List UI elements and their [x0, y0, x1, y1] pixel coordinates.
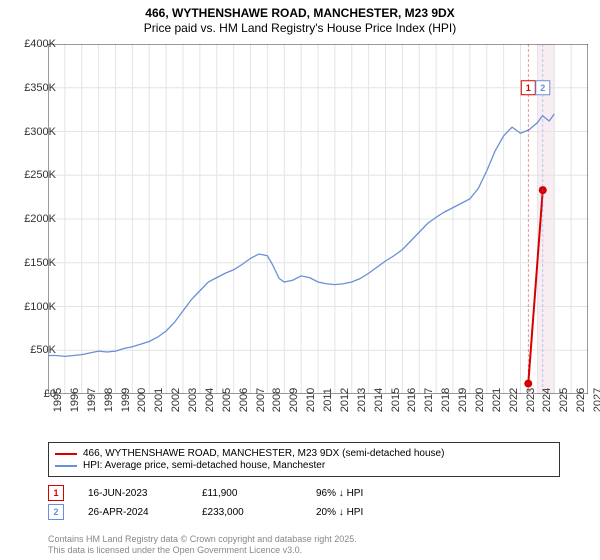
y-tick-label: £100K: [24, 301, 56, 313]
chart-plot: 12: [48, 44, 588, 394]
x-tick-label: 2013: [356, 388, 368, 412]
x-tick-label: 2003: [187, 388, 199, 412]
x-tick-label: 2008: [271, 388, 283, 412]
x-tick-label: 2000: [136, 388, 148, 412]
legend-label: 466, WYTHENSHAWE ROAD, MANCHESTER, M23 9…: [83, 448, 444, 459]
x-tick-label: 2014: [373, 388, 385, 412]
x-tick-label: 1995: [52, 388, 64, 412]
x-tick-label: 2016: [406, 388, 418, 412]
txn-delta: 96% ↓ HPI: [316, 488, 406, 499]
txn-price: £11,900: [202, 488, 292, 499]
marker-badge: 1: [48, 485, 64, 501]
marker-badge: 2: [48, 504, 64, 520]
txn-price: £233,000: [202, 507, 292, 518]
legend-item: HPI: Average price, semi-detached house,…: [55, 460, 553, 471]
title-subtitle: Price paid vs. HM Land Registry's House …: [0, 21, 600, 36]
chart-title: 466, WYTHENSHAWE ROAD, MANCHESTER, M23 9…: [0, 0, 600, 36]
y-tick-label: £200K: [24, 213, 56, 225]
x-tick-label: 2010: [305, 388, 317, 412]
x-tick-label: 2012: [339, 388, 351, 412]
legend-label: HPI: Average price, semi-detached house,…: [83, 460, 325, 471]
x-tick-label: 2015: [390, 388, 402, 412]
x-tick-label: 1999: [120, 388, 132, 412]
x-tick-label: 1996: [69, 388, 81, 412]
x-tick-label: 2002: [170, 388, 182, 412]
x-tick-label: 2007: [255, 388, 267, 412]
legend-swatch: [55, 453, 77, 455]
y-tick-label: £400K: [24, 38, 56, 50]
y-tick-label: £50K: [30, 344, 56, 356]
footer-attribution: Contains HM Land Registry data © Crown c…: [48, 534, 357, 556]
table-row: 2 26-APR-2024 £233,000 20% ↓ HPI: [48, 504, 406, 520]
txn-date: 26-APR-2024: [88, 507, 178, 518]
x-tick-label: 2017: [423, 388, 435, 412]
y-tick-label: £300K: [24, 126, 56, 138]
x-tick-label: 2004: [204, 388, 216, 412]
x-tick-label: 2009: [288, 388, 300, 412]
legend: 466, WYTHENSHAWE ROAD, MANCHESTER, M23 9…: [48, 442, 560, 477]
x-tick-label: 2019: [457, 388, 469, 412]
x-tick-label: 2027: [592, 388, 600, 412]
x-tick-label: 2006: [238, 388, 250, 412]
x-tick-label: 2001: [153, 388, 165, 412]
x-tick-label: 1998: [103, 388, 115, 412]
table-row: 1 16-JUN-2023 £11,900 96% ↓ HPI: [48, 485, 406, 501]
legend-item: 466, WYTHENSHAWE ROAD, MANCHESTER, M23 9…: [55, 448, 553, 459]
footer-line: Contains HM Land Registry data © Crown c…: [48, 534, 357, 545]
x-tick-label: 2018: [440, 388, 452, 412]
svg-text:2: 2: [540, 83, 545, 93]
title-address: 466, WYTHENSHAWE ROAD, MANCHESTER, M23 9…: [0, 6, 600, 21]
x-tick-label: 2022: [508, 388, 520, 412]
transaction-table: 1 16-JUN-2023 £11,900 96% ↓ HPI 2 26-APR…: [48, 482, 406, 523]
txn-delta: 20% ↓ HPI: [316, 507, 406, 518]
x-tick-label: 2025: [558, 388, 570, 412]
x-tick-label: 2011: [322, 388, 334, 412]
x-tick-label: 2023: [525, 388, 537, 412]
x-tick-label: 2021: [491, 388, 503, 412]
legend-swatch: [55, 465, 77, 467]
x-tick-label: 2005: [221, 388, 233, 412]
txn-date: 16-JUN-2023: [88, 488, 178, 499]
x-tick-label: 1997: [86, 388, 98, 412]
y-tick-label: £250K: [24, 169, 56, 181]
x-tick-label: 2024: [541, 388, 553, 412]
y-tick-label: £350K: [24, 82, 56, 94]
footer-line: This data is licensed under the Open Gov…: [48, 545, 357, 556]
x-tick-label: 2020: [474, 388, 486, 412]
svg-text:1: 1: [526, 83, 531, 93]
x-tick-label: 2026: [575, 388, 587, 412]
y-tick-label: £150K: [24, 257, 56, 269]
